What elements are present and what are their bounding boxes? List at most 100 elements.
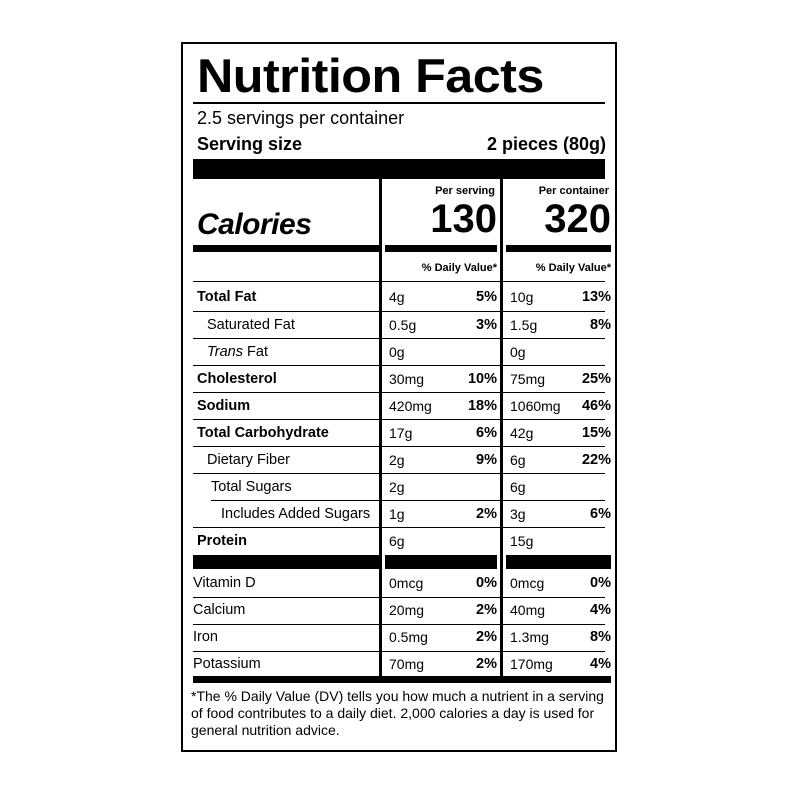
container-amount: 1.3mg [510, 629, 549, 645]
serving-amount: 20mg [389, 602, 425, 618]
container-amount: 42g [510, 425, 534, 441]
calories-per-container: 320 [544, 197, 611, 241]
nutrient-name: Total Sugars [211, 479, 292, 495]
nutrition-facts-label: Nutrition Facts 2.5 servings per contain… [181, 42, 617, 752]
serving-dv: 2% [476, 506, 497, 522]
container-amount: 0mcg [510, 575, 545, 591]
serving-amount: 2g [389, 479, 405, 495]
serving-amount: 6g [389, 533, 405, 549]
serving-dv: 6% [476, 425, 497, 441]
container-amount: 1060mg [510, 398, 561, 414]
container-dv: 8% [590, 629, 611, 645]
row-rule [193, 338, 605, 339]
micronutrient-row-iron: Iron 0.5mg 2% 1.3mg 8% [183, 624, 615, 651]
container-dv [557, 528, 611, 555]
serving-thick-bar [193, 159, 605, 179]
calories-bar-container [506, 245, 611, 252]
row-rule [193, 446, 605, 447]
row-rule [193, 624, 605, 625]
nutrient-name: Iron [193, 629, 218, 645]
serving-amount: 17g [389, 425, 413, 441]
nutrient-name: Protein [197, 533, 247, 549]
container-amount: 15g [510, 533, 534, 549]
container-column-divider [500, 179, 503, 676]
container-dv [557, 474, 611, 501]
dv-header-rule [193, 281, 605, 282]
row-rule [193, 651, 605, 652]
serving-amount: 420mg [389, 398, 432, 414]
calories-bar-serving [385, 245, 497, 252]
serving-size-value: 2 pieces (80g) [486, 134, 606, 154]
container-dv: 15% [581, 425, 611, 441]
nutrient-row-added-sugars: Includes Added Sugars 1g 2% 3g 6% [183, 501, 615, 528]
serving-amount: 0.5mg [389, 629, 428, 645]
nutrient-name: Vitamin D [193, 575, 256, 591]
container-dv [557, 339, 611, 366]
container-amount: 170mg [510, 656, 553, 672]
container-amount: 6g [510, 452, 526, 468]
serving-dv: 0% [476, 575, 497, 591]
daily-value-footnote: *The % Daily Value (DV) tells you how mu… [191, 688, 604, 738]
container-dv: 6% [590, 506, 611, 522]
serving-amount: 70mg [389, 656, 425, 672]
nutrient-row-cholesterol: Cholesterol 30mg 10% 75mg 25% [183, 366, 615, 393]
servings-per-container: 2.5 servings per container [197, 108, 405, 128]
nutrient-row-total-sugars: Total Sugars 2g 6g [183, 474, 615, 501]
nutrient-name-rest: Fat [243, 344, 268, 360]
dv-header-container: % Daily Value* [535, 262, 611, 274]
container-amount: 6g [510, 479, 526, 495]
serving-dv: 5% [476, 289, 497, 305]
nutrient-row-total-fat: Total Fat 4g 5% 10g 13% [183, 284, 615, 311]
nutrient-name: Trans Fat [207, 339, 268, 366]
serving-amount: 0.5g [389, 317, 417, 333]
row-rule [193, 527, 605, 528]
nutrient-name: Includes Added Sugars [221, 506, 371, 522]
label-title: Nutrition Facts [197, 49, 544, 102]
per-container-header: Per container [538, 185, 609, 197]
serving-amount: 0mcg [389, 575, 424, 591]
serving-dv: 18% [467, 398, 497, 414]
calories-per-serving: 130 [430, 197, 497, 241]
micros-bar-serving [385, 555, 497, 569]
container-amount: 3g [510, 506, 526, 522]
title-rule [193, 102, 605, 104]
container-amount: 40mg [510, 602, 546, 618]
serving-dv [443, 528, 497, 555]
row-rule [211, 500, 605, 501]
nutrient-name: Dietary Fiber [207, 452, 290, 468]
nutrient-name-italic: Trans [207, 344, 243, 360]
nutrient-row-sodium: Sodium 420mg 18% 1060mg 46% [183, 393, 615, 420]
serving-amount: 1g [389, 506, 405, 522]
micros-bar-left [193, 555, 379, 569]
container-dv: 4% [590, 602, 611, 618]
container-dv: 46% [581, 398, 611, 414]
per-serving-header: Per serving [435, 185, 495, 197]
nutrient-name: Sodium [197, 398, 251, 414]
serving-amount: 0g [389, 344, 405, 360]
container-amount: 10g [510, 289, 534, 305]
nutrient-row-trans-fat: Trans Fat 0g 0g [183, 339, 615, 366]
serving-dv: 10% [467, 371, 497, 387]
row-rule [193, 597, 605, 598]
serving-amount: 2g [389, 452, 405, 468]
container-dv: 4% [590, 656, 611, 672]
container-amount: 0g [510, 344, 526, 360]
serving-dv: 2% [476, 629, 497, 645]
micronutrient-row-vitamin-d: Vitamin D 0mcg 0% 0mcg 0% [183, 570, 615, 597]
container-amount: 75mg [510, 371, 546, 387]
serving-column-divider [379, 179, 382, 676]
serving-dv [443, 474, 497, 501]
micronutrient-row-potassium: Potassium 70mg 2% 170mg 4% [183, 651, 615, 678]
row-rule [193, 392, 605, 393]
nutrient-name: Potassium [193, 656, 261, 672]
serving-dv: 3% [476, 317, 497, 333]
container-dv: 8% [590, 317, 611, 333]
dv-header-serving: % Daily Value* [421, 262, 497, 274]
container-dv: 13% [581, 289, 611, 305]
nutrient-name: Calcium [193, 602, 246, 618]
nutrient-row-protein: Protein 6g 15g [183, 528, 615, 555]
calories-bar-left [193, 245, 379, 252]
container-dv: 0% [590, 575, 611, 591]
nutrient-row-dietary-fiber: Dietary Fiber 2g 9% 6g 22% [183, 447, 615, 474]
serving-dv: 2% [476, 602, 497, 618]
